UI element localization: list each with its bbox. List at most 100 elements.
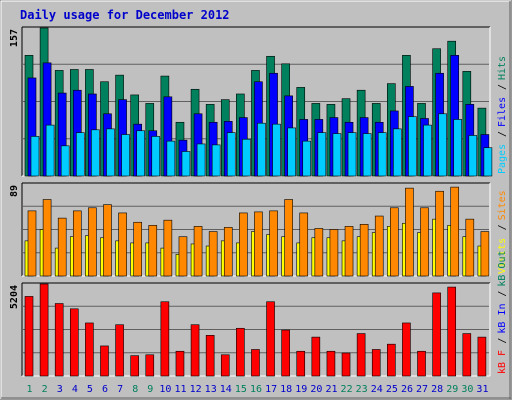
day-label-4: 4 <box>72 384 78 395</box>
bar-sites-day-27: 66 <box>420 207 429 277</box>
bar-kb-f-day-15: 2700 <box>236 327 245 377</box>
bar-pages-day-23: 45 <box>362 133 372 177</box>
bar-sites-day-15: 61 <box>239 212 248 277</box>
bar-pages-day-5: 49 <box>91 129 100 177</box>
bar-sites-day-10: 54 <box>163 219 173 277</box>
bar-sites-day-1: 63 <box>27 210 37 277</box>
bar-pages-day-12: 34 <box>196 143 206 177</box>
bar-sites-day-6: 69 <box>103 204 112 277</box>
bar-sites-day-14: 47 <box>223 227 233 277</box>
bar-pages-day-6: 50 <box>106 128 115 177</box>
bar-pages-day-11: 26 <box>181 151 191 177</box>
bar-kb-f-day-5: 3000 <box>85 322 94 377</box>
day-label-25: 25 <box>386 384 398 395</box>
day-label-15: 15 <box>235 384 247 395</box>
bar-pages-day-9: 42 <box>151 136 161 177</box>
bar-pages-day-27: 54 <box>423 124 432 177</box>
day-label-12: 12 <box>190 384 202 395</box>
bar-kb-f-day-13: 2300 <box>205 335 215 377</box>
bar-pages-day-29: 60 <box>453 119 463 177</box>
legend-separator: / <box>497 291 508 297</box>
bar-sites-day-16: 62 <box>254 211 263 277</box>
bar-kb-f-day-12: 2900 <box>190 324 200 377</box>
day-label-2: 2 <box>42 384 48 395</box>
bar-pages-day-17: 55 <box>272 123 281 177</box>
day-label-23: 23 <box>356 384 368 395</box>
bar-kb-f-day-18: 2600 <box>281 329 290 377</box>
legend-kb-out: kB Out <box>497 250 508 286</box>
day-label-27: 27 <box>416 384 428 395</box>
chart-title: Daily usage for December 2012 <box>20 8 230 22</box>
bar-sites-day-31: 43 <box>480 231 490 277</box>
bar-kb-f-day-29: 5030 <box>447 286 457 377</box>
bar-pages-day-1: 42 <box>30 136 40 177</box>
legend-separator: / <box>497 131 508 137</box>
bar-pages-day-16: 56 <box>257 122 266 177</box>
bar-sites-day-17: 63 <box>269 210 278 277</box>
day-label-28: 28 <box>431 384 443 395</box>
bar-pages-day-8: 48 <box>136 130 145 177</box>
day-label-20: 20 <box>310 384 322 395</box>
legend-separator: / <box>497 224 508 230</box>
bar-kb-f-day-16: 1500 <box>251 349 260 377</box>
bar-sites-day-20: 46 <box>314 228 324 277</box>
bar-kb-f-day-4: 3800 <box>69 308 79 377</box>
day-label-21: 21 <box>325 384 337 395</box>
bar-pages-day-15: 39 <box>242 138 251 177</box>
bar-sites-day-5: 66 <box>88 207 97 277</box>
bar-kb-f-day-10: 4200 <box>160 301 170 377</box>
day-label-16: 16 <box>250 384 262 395</box>
day-label-11: 11 <box>174 384 186 395</box>
y-axis-max-label: 157 <box>9 29 20 47</box>
day-label-8: 8 <box>132 384 138 395</box>
day-label-6: 6 <box>102 384 108 395</box>
bar-sites-day-24: 58 <box>374 215 384 277</box>
bar-sites-day-11: 38 <box>178 236 188 277</box>
bar-sites-day-2: 74 <box>42 199 52 277</box>
legend-pages: Pages <box>497 144 508 174</box>
bar-sites-day-12: 48 <box>193 226 203 277</box>
day-axis-labels: 1 2 3 4 5 6 7 8 9 10 11 12 13 14 15 16 17 18 19 20 21 22 23 24 2… <box>27 384 489 395</box>
bar-sites-day-18: 74 <box>284 199 293 277</box>
day-label-7: 7 <box>117 384 123 395</box>
bar-sites-day-22: 48 <box>344 226 354 277</box>
bar-kb-f-day-9: 1200 <box>145 354 155 377</box>
bar-sites-day-30: 55 <box>465 218 475 277</box>
bar-kb-f-day-25: 1800 <box>387 343 396 377</box>
bar-kb-f-day-31: 2200 <box>477 336 487 377</box>
bar-kb-f-day-2: 5204 <box>39 283 49 377</box>
bar-sites-day-9: 49 <box>148 225 158 277</box>
bar-sites-day-8: 52 <box>133 221 142 277</box>
day-label-22: 22 <box>341 384 353 395</box>
legend-files: Files <box>497 97 508 127</box>
bar-kb-f-day-20: 2200 <box>311 336 321 377</box>
day-label-18: 18 <box>280 384 292 395</box>
day-label-19: 19 <box>295 384 307 395</box>
day-label-24: 24 <box>371 384 383 395</box>
bar-sites-day-28: 82 <box>435 190 444 277</box>
legend-visits: Visits <box>497 238 508 274</box>
bar-sites-day-19: 61 <box>299 212 309 277</box>
bar-pages-day-28: 66 <box>438 113 447 177</box>
bar-sites-day-25: 66 <box>390 207 399 277</box>
legend-hits: Hits <box>497 56 508 80</box>
bar-sites-day-29: 86 <box>450 186 460 277</box>
bar-kb-f-day-17: 4200 <box>266 301 275 377</box>
bar-kb-f-day-11: 1400 <box>175 350 185 377</box>
bar-pages-day-4: 46 <box>75 132 85 177</box>
day-label-10: 10 <box>159 384 171 395</box>
bar-sites-day-4: 63 <box>72 210 82 277</box>
bar-pages-day-19: 37 <box>302 140 312 177</box>
bar-pages-day-31: 30 <box>483 147 493 177</box>
bar-kb-f-day-27: 1400 <box>417 350 426 377</box>
bar-pages-day-26: 63 <box>408 116 417 177</box>
y-axis-max-label: 5204 <box>9 285 20 309</box>
bar-pages-day-25: 50 <box>393 128 402 177</box>
day-label-26: 26 <box>401 384 413 395</box>
day-label-31: 31 <box>476 384 488 395</box>
bar-kb-f-day-28: 4700 <box>432 292 441 377</box>
bar-kb-f-day-7: 2900 <box>115 324 124 377</box>
bar-pages-day-21: 45 <box>332 133 342 177</box>
bar-kb-f-day-30: 2400 <box>462 333 472 377</box>
